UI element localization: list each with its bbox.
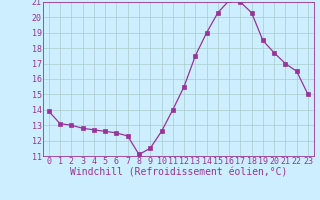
X-axis label: Windchill (Refroidissement éolien,°C): Windchill (Refroidissement éolien,°C) xyxy=(70,168,287,178)
